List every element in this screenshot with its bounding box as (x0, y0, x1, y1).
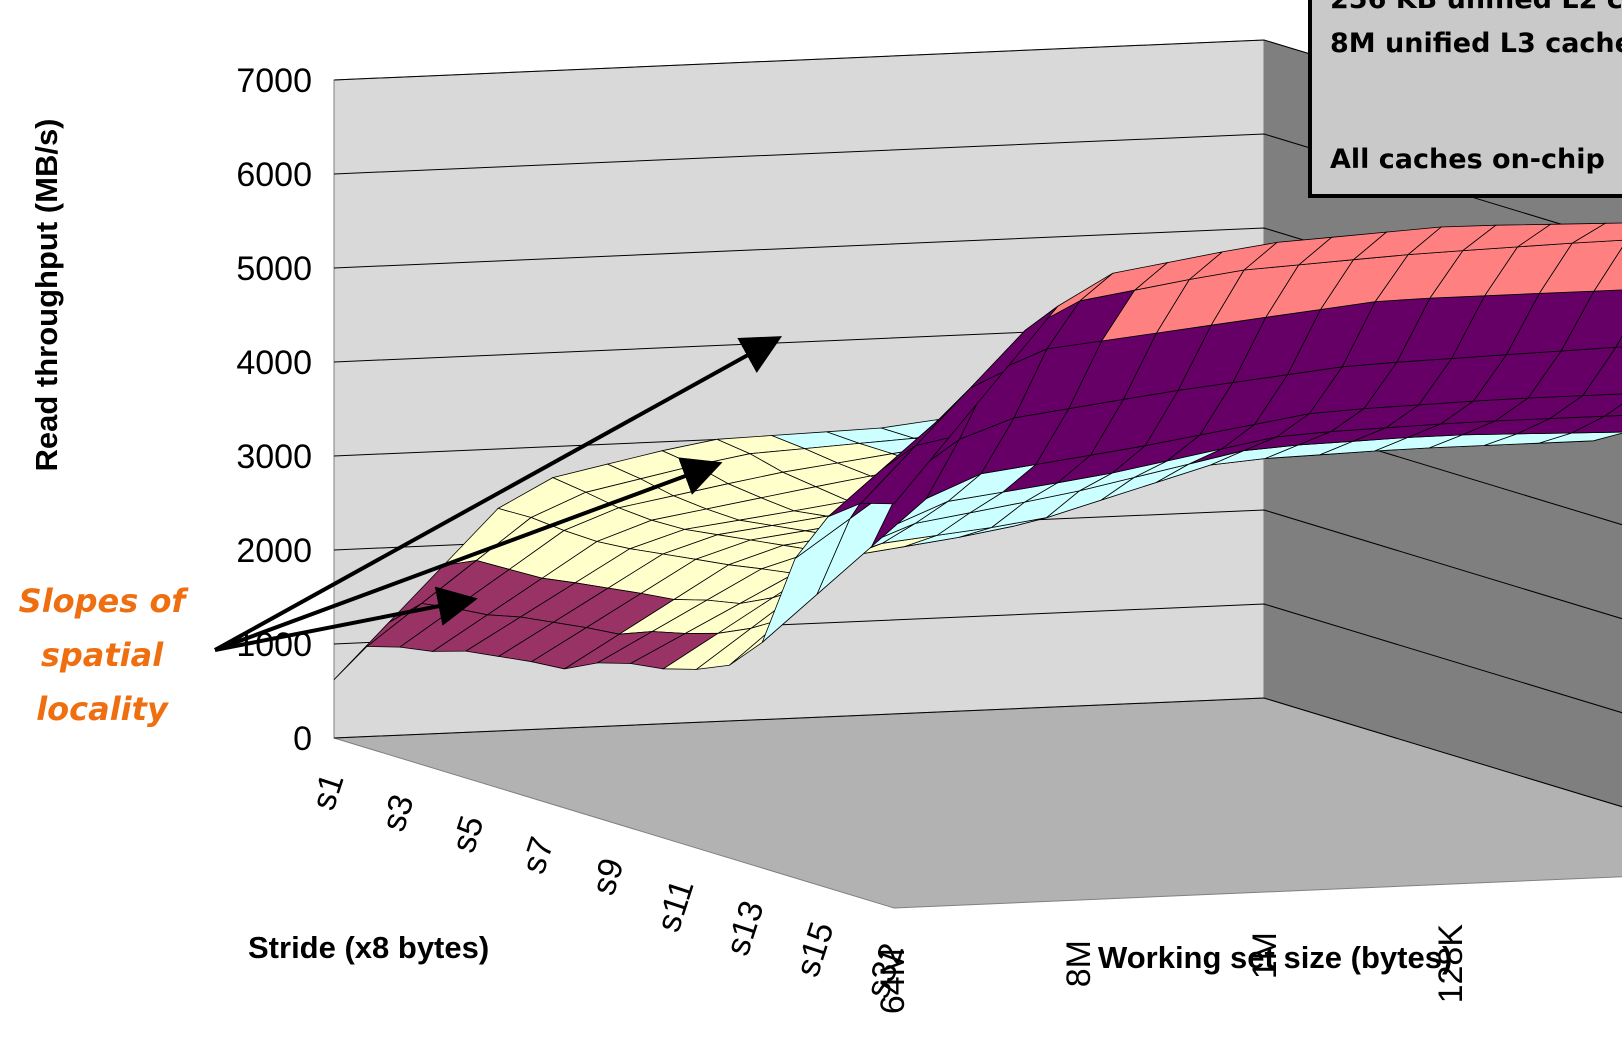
annotation-line: spatial (41, 636, 164, 674)
stride-axis-title: Stride (x8 bytes) (248, 930, 489, 965)
size-tick-label: 1M (1246, 932, 1284, 979)
stride-tick-label: s3 (374, 790, 421, 836)
cache-note-line: All caches on-chip (1330, 144, 1605, 175)
annotation-line: Slopes of (19, 582, 190, 620)
annotation-line: locality (36, 690, 169, 728)
stride-tick-label: s1 (304, 769, 351, 815)
locality-arrow (214, 336, 782, 652)
stride-tick-label: s7 (514, 832, 561, 878)
cache-note-line: 8M unified L3 cache (1330, 28, 1622, 59)
z-axis-title: Read throughput (MB/s) (29, 118, 64, 471)
z-tick-label: 2000 (236, 532, 312, 570)
surface-plot (333, 222, 1622, 680)
z-tick-label: 5000 (236, 250, 312, 288)
locality-arrows (214, 336, 782, 652)
stride-tick-label: s5 (444, 811, 491, 857)
size-tick-label: 8M (1060, 940, 1098, 987)
cache-note-box: 256 KB unified L2 cache 8M unified L3 ca… (1308, 0, 1622, 198)
gridline (333, 697, 1622, 808)
gridline (333, 227, 1622, 338)
stride-tick-label: s11 (649, 875, 701, 936)
gridline (333, 39, 1622, 150)
stride-tick-label: s9 (584, 854, 631, 900)
size-tick-label: 16K (1618, 916, 1622, 977)
surface-cell (860, 437, 950, 505)
locality-arrow (214, 586, 478, 652)
z-tick-label: 3000 (236, 438, 312, 476)
size-tick-label: 128K (1432, 924, 1470, 1004)
gridline (333, 133, 1622, 244)
spatial-locality-annotation: Slopes of spatial locality (19, 582, 190, 728)
z-tick-label: 6000 (236, 156, 312, 194)
size-tick-label: 64M (874, 948, 912, 1014)
z-tick-label: 7000 (236, 62, 312, 100)
stride-tick-label: s13 (719, 896, 772, 960)
stride-tick-label: s15 (789, 917, 842, 981)
z-tick-label: 1000 (236, 626, 312, 664)
z-tick-label: 0 (293, 720, 312, 758)
z-tick-label: 4000 (236, 344, 312, 382)
locality-arrow (214, 457, 723, 652)
cache-note-frame (1308, 0, 1622, 198)
size-axis-title: Working set size (bytes) (1098, 940, 1452, 975)
cache-note-line: 256 KB unified L2 cache (1330, 0, 1622, 15)
